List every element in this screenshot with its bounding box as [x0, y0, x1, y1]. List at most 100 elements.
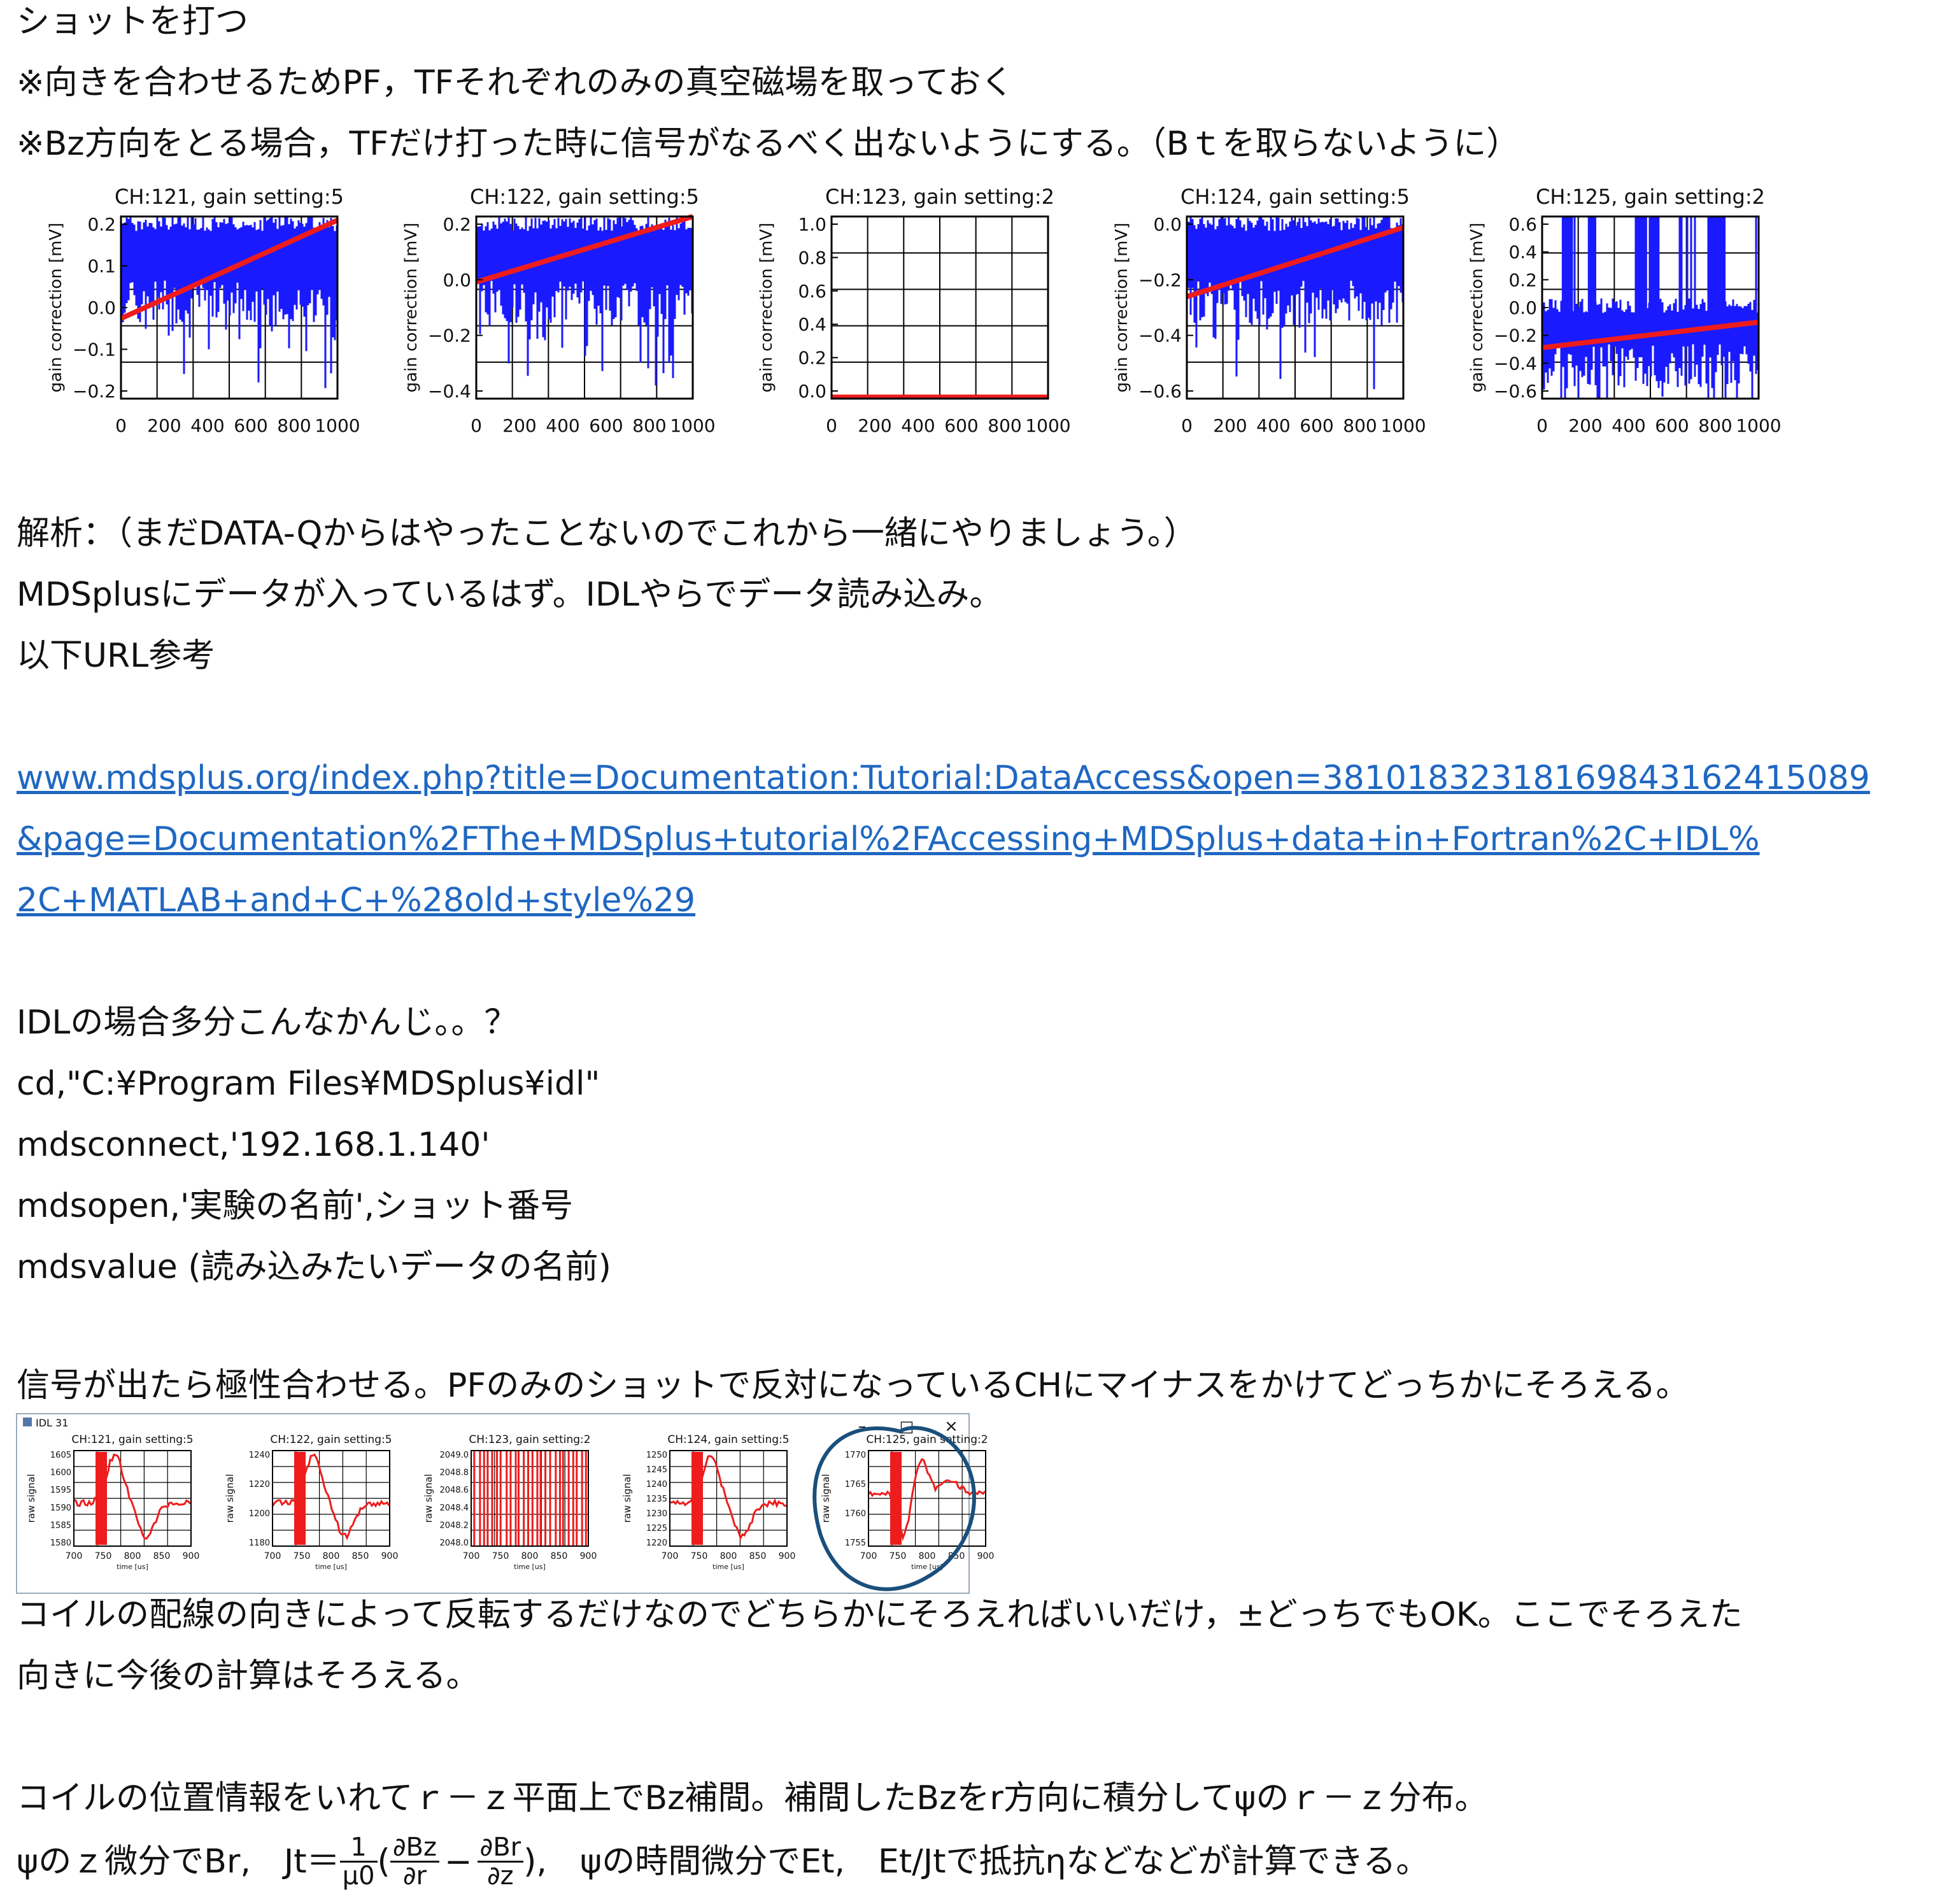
- raw-plot-ytick: 1595: [50, 1486, 71, 1495]
- raw-plot-ytick: 1245: [646, 1465, 667, 1475]
- gain-plot-ytick: −0.6: [1494, 381, 1537, 402]
- frac3-num: ∂Br: [477, 1834, 524, 1863]
- gain-plot-ylabel: gain correction [mV]: [757, 223, 776, 393]
- formula-open-paren: (: [377, 1842, 390, 1881]
- gain-plot-title: CH:122, gain setting:5: [470, 185, 699, 209]
- gain-plot-xtick: 0: [471, 415, 482, 436]
- raw-plot-title: CH:122, gain setting:5: [270, 1433, 392, 1446]
- raw-plot-xlabel: time [us]: [514, 1563, 546, 1571]
- raw-plot-title: CH:124, gain setting:5: [667, 1433, 789, 1446]
- url-link-line2[interactable]: &page=Documentation%2FThe+MDSplus+tutori…: [17, 820, 1760, 858]
- gain-plot-xtick: 600: [1655, 415, 1689, 436]
- raw-plot-xtick: 750: [889, 1551, 907, 1561]
- raw-plot-xtick: 750: [294, 1551, 311, 1561]
- raw-plot-frame: [471, 1450, 589, 1547]
- frac1-num: 1: [339, 1834, 378, 1863]
- raw-plot-xtick: 750: [95, 1551, 112, 1561]
- gain-plot-ytick: −0.6: [1138, 381, 1182, 402]
- gain-plot-ytick: 0.0: [1508, 297, 1537, 318]
- url-link-line3[interactable]: 2C+MATLAB+and+C+%28old+style%29: [17, 881, 696, 920]
- raw-signal-trace: [73, 1453, 192, 1540]
- frac2-num: ∂Bz: [390, 1834, 439, 1863]
- window-minimize-icon: –: [858, 1417, 867, 1436]
- url-link-line1[interactable]: www.mdsplus.org/index.php?title=Document…: [17, 759, 1870, 797]
- gain-plot-xtick: 200: [147, 415, 181, 436]
- gain-plot-3: CH:123, gain setting:2 gain correction [m…: [757, 185, 1071, 436]
- gain-plot-ytick: 0.0: [798, 381, 826, 402]
- gain-plot-xtick: 800: [277, 415, 311, 436]
- gain-plot-xtick: 600: [234, 415, 267, 436]
- frac1-den: μ0: [342, 1861, 375, 1891]
- raw-signal-trace: [271, 1453, 390, 1540]
- raw-plot-xtick: 700: [463, 1551, 480, 1561]
- annotation-circle: [812, 1426, 976, 1591]
- gain-plot-ytick: 0.8: [798, 247, 826, 268]
- gain-plot-ytick: −0.4: [1494, 353, 1537, 374]
- code-cd: cd,"C:¥Program Files¥MDSplus¥idl": [17, 1065, 600, 1103]
- gain-plot-ytick: −0.4: [428, 381, 471, 402]
- text-idl-case: IDLの場合多分こんなかんじ。。？: [17, 1004, 518, 1042]
- fit-line: [1541, 319, 1759, 350]
- gain-plot-title: CH:124, gain setting:5: [1180, 185, 1410, 209]
- raw-plot-frame: [868, 1450, 986, 1547]
- raw-plot-ytick: 1765: [845, 1480, 866, 1489]
- gain-plot-ylabel: gain correction [mV]: [402, 223, 421, 393]
- raw-plot-ytick: 1220: [646, 1538, 667, 1548]
- gain-plot-xtick: 0: [1536, 415, 1548, 436]
- gain-plot-4: CH:124, gain setting:5 gain correction [m…: [1112, 185, 1426, 436]
- raw-plot-ytick: 1230: [646, 1509, 667, 1519]
- raw-plot-xtick: 900: [580, 1551, 597, 1561]
- raw-plot-title: CH:123, gain setting:2: [469, 1433, 590, 1446]
- gain-correction-plots: CH:121, gain setting:5 gain correction [m…: [46, 185, 1782, 436]
- gain-plot-xtick: 0: [1181, 415, 1193, 436]
- gain-plot-ytick: −0.1: [73, 339, 116, 360]
- gain-plot-xtick: 400: [1612, 415, 1645, 436]
- gain-plot-ytick: −0.4: [1138, 325, 1182, 346]
- gain-plot-ytick: 1.0: [798, 214, 826, 235]
- gain-plot-5: CH:125, gain setting:2 gain correction [m…: [1468, 185, 1782, 436]
- raw-plot-xlabel: time [us]: [315, 1563, 347, 1571]
- fit-line: [1186, 225, 1405, 299]
- gain-plot-ylabel: gain correction [mV]: [1112, 223, 1131, 393]
- raw-plot-xtick: 850: [551, 1551, 568, 1561]
- gain-plot-ytick: 0.0: [87, 297, 116, 318]
- gain-plot-ytick: 0.2: [1508, 269, 1537, 290]
- fit-line: [475, 214, 694, 285]
- gain-plot-ytick: 0.4: [798, 314, 826, 335]
- raw-plot-ytick: 1225: [646, 1524, 667, 1533]
- code-mdsvalue: mdsvalue (読み込みたいデータの名前): [17, 1248, 611, 1286]
- raw-plot-ylabel: raw signal: [224, 1474, 236, 1523]
- raw-plot-ytick: 1250: [646, 1451, 667, 1460]
- text-note-bz: ※Bz方向をとる場合，TFだけ打った時に信号がなるべく出ないようにする。（Bｔを…: [17, 125, 1520, 163]
- gain-plot-xtick: 200: [1568, 415, 1602, 436]
- text-url-ref: 以下URL参考: [17, 637, 215, 675]
- raw-plot-xtick: 700: [264, 1551, 281, 1561]
- gain-plot-xtick: 0: [826, 415, 837, 436]
- raw-plot-xtick: 700: [860, 1551, 877, 1561]
- raw-plot-xtick: 750: [492, 1551, 509, 1561]
- raw-plot-ytick: 1755: [845, 1538, 866, 1548]
- raw-plot-ytick: 1585: [50, 1521, 71, 1530]
- frac-one-over-mu0: 1 μ0: [339, 1834, 378, 1891]
- gain-plot-ytick: 0.2: [443, 214, 471, 235]
- text-coil-position: コイルの位置情報をいれてｒ－ｚ平面上でBz補間。補間したBzをr方向に積分してψ…: [17, 1779, 1488, 1817]
- raw-plot-xtick: 850: [352, 1551, 369, 1561]
- raw-plot-ytick: 1590: [50, 1503, 71, 1513]
- gain-plot-xtick: 200: [858, 415, 891, 436]
- raw-plot-xtick: 700: [66, 1551, 83, 1561]
- raw-plot-xtick: 800: [720, 1551, 737, 1561]
- raw-plot-ytick: 1605: [50, 1451, 71, 1460]
- raw-plot-xtick: 900: [381, 1551, 399, 1561]
- raw-plot-xlabel: time [us]: [712, 1563, 744, 1571]
- gain-plot-ytick: −0.2: [1138, 269, 1182, 290]
- raw-plot-ytick: 1600: [50, 1468, 71, 1478]
- gain-plot-xtick: 1000: [1736, 415, 1781, 436]
- raw-plot-xtick: 750: [691, 1551, 708, 1561]
- raw-signal-plot-3: CH:123, gain setting:2 raw signal 2049.0 20…: [423, 1433, 597, 1571]
- plot-frame: [830, 215, 1049, 400]
- code-mdsopen: mdsopen,'実験の名前',ショット番号: [17, 1187, 574, 1225]
- plot-frame: [1186, 215, 1405, 400]
- gain-plot-ytick: 0.4: [1508, 242, 1537, 263]
- raw-plot-ytick: 2048.2: [440, 1521, 469, 1530]
